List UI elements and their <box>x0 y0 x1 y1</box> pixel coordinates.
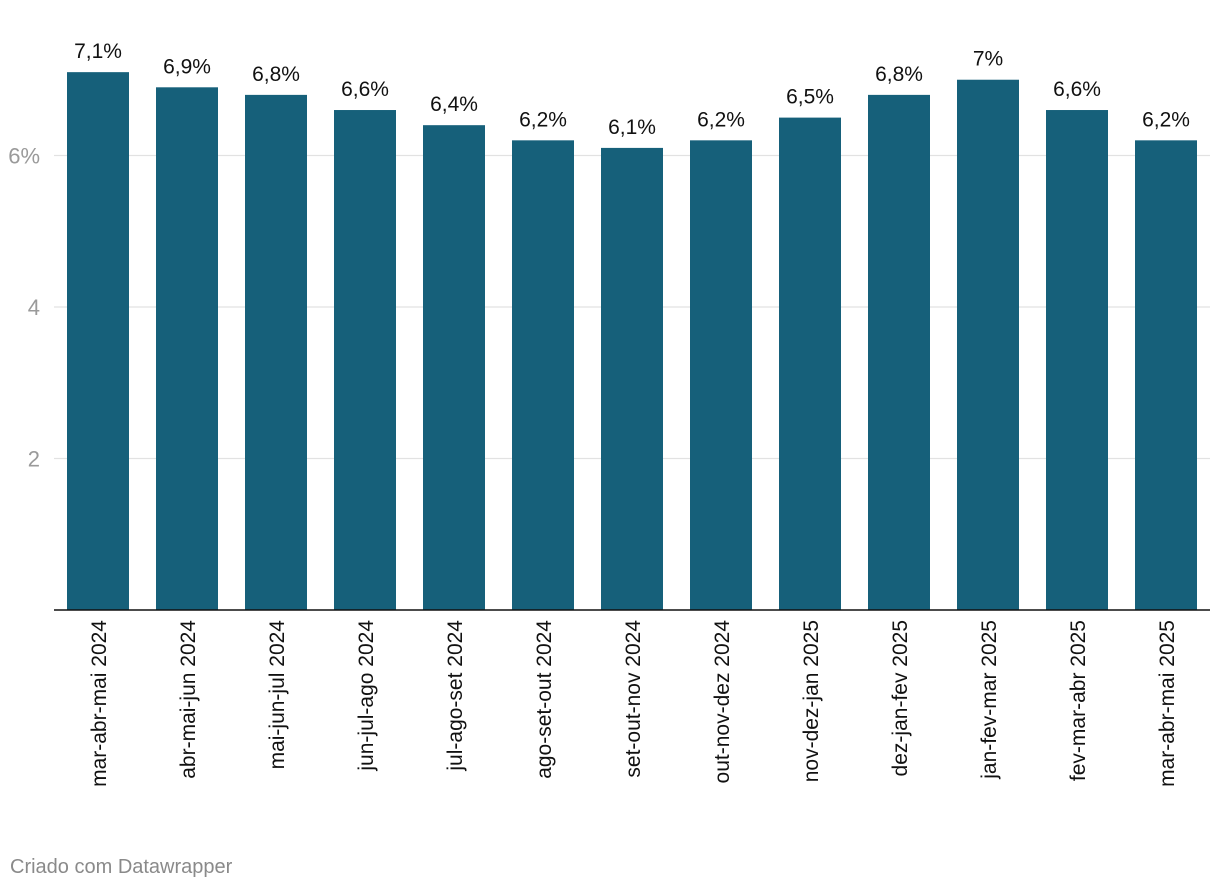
x-tick-label: jun-jul-ago 2024 <box>355 620 378 772</box>
data-label: 7,1% <box>74 40 122 63</box>
x-tick-label: ago-set-out 2024 <box>533 620 556 779</box>
data-label: 6,4% <box>430 93 478 116</box>
bar <box>423 125 485 610</box>
x-tick-label: dez-jan-fev 2025 <box>889 620 912 776</box>
x-tick-label: mar-abr-mai 2025 <box>1156 620 1179 787</box>
bar <box>957 79 1019 611</box>
bar <box>1046 110 1108 610</box>
bar <box>156 87 218 610</box>
data-label: 6,6% <box>1053 78 1101 101</box>
data-label: 7% <box>973 48 1003 71</box>
y-tick-label: 2 <box>28 446 40 471</box>
x-tick-label: jul-ago-set 2024 <box>444 620 467 772</box>
data-label: 6,2% <box>1142 108 1190 131</box>
x-tick-label: abr-mai-jun 2024 <box>177 620 200 779</box>
bar <box>690 140 752 610</box>
bar <box>67 72 129 610</box>
x-tick-label: mar-abr-mai 2024 <box>88 620 111 787</box>
bar <box>334 110 396 610</box>
data-labels: 7,1% 6,9% 6,8% 6,6% 6,4% 6,2% 6,1% 6,2% 6,5% 6,8%… <box>74 40 1190 139</box>
data-label: 6,2% <box>519 108 567 131</box>
bars <box>67 72 1197 611</box>
y-axis-ticks: 2 4 6% <box>8 143 40 471</box>
x-tick-label: mai-jun-jul 2024 <box>266 620 289 770</box>
data-label: 6,5% <box>786 86 834 109</box>
data-label: 6,2% <box>697 108 745 131</box>
data-label: 6,1% <box>608 116 656 139</box>
bar <box>1135 140 1197 610</box>
bar <box>868 94 930 610</box>
credit-text: Criado com Datawrapper <box>10 856 233 878</box>
x-tick-label: jan-fev-mar 2025 <box>978 620 1001 780</box>
bar <box>245 94 307 610</box>
bar <box>512 140 574 610</box>
x-tick-label: fev-mar-abr 2025 <box>1067 620 1090 781</box>
bar <box>779 117 841 611</box>
x-tick-label: out-nov-dez 2024 <box>711 620 734 784</box>
y-tick-label: 4 <box>28 295 40 320</box>
data-label: 6,8% <box>252 63 300 86</box>
bar <box>601 147 663 610</box>
x-axis-ticks: mar-abr-mai 2024 abr-mai-jun 2024 mai-jun-… <box>88 620 1179 787</box>
y-tick-label: 6% <box>8 143 40 168</box>
data-label: 6,6% <box>341 78 389 101</box>
x-tick-label: nov-dez-jan 2025 <box>800 620 823 782</box>
data-label: 6,8% <box>875 63 923 86</box>
x-tick-label: set-out-nov 2024 <box>622 620 645 778</box>
data-label: 6,9% <box>163 55 211 78</box>
